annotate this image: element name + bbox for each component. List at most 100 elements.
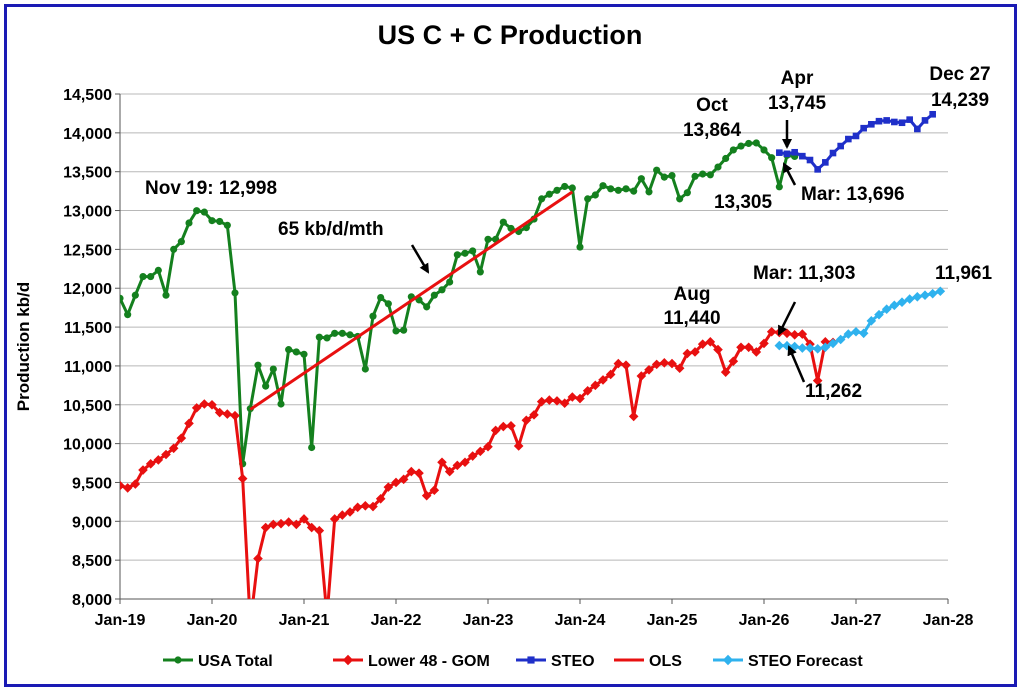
data-point [262,382,270,390]
data-point [285,346,293,354]
data-point [897,297,907,308]
legend-marker [527,656,535,664]
data-point [375,493,386,504]
data-point [706,171,714,179]
x-tick-label: Jan-23 [463,612,514,629]
data-point [682,348,693,359]
data-point [291,519,302,530]
data-point [145,459,156,469]
data-point [421,490,432,501]
data-point [874,309,884,320]
data-point [722,154,730,163]
series-line [249,190,574,411]
data-point [475,446,486,457]
data-point [476,268,484,276]
data-point [843,329,854,339]
data-point [914,125,921,133]
data-point [705,337,716,347]
data-point [538,195,546,203]
data-point [384,300,392,308]
data-point [429,485,440,496]
data-point [799,152,806,160]
data-point [315,333,323,341]
data-point [498,421,509,432]
data-point [860,124,867,132]
data-point [613,358,624,369]
data-point [545,190,553,198]
annotation-label: Nov 19: 12,998 [145,178,277,199]
y-tick-label: 11,000 [64,359,112,376]
data-point [437,457,447,468]
data-point [369,312,377,320]
annotation-label: 11,440 [663,308,720,329]
data-point [921,117,929,124]
data-point [484,235,492,243]
data-point [430,291,438,299]
legend-marker [722,654,734,666]
data-point [912,291,923,302]
data-point [131,291,139,299]
data-point [368,501,378,512]
annotation-label: Aug [674,284,711,305]
data-point [797,343,808,353]
data-point [208,217,216,225]
data-point [691,172,699,180]
data-point [253,553,263,564]
legend-item: USA Total [163,653,273,670]
data-point [729,146,737,154]
data-point [881,304,892,315]
y-tick-label: 11,500 [64,320,112,337]
data-point [766,326,777,337]
data-point [660,173,668,181]
data-point [230,410,240,421]
legend-label: USA Total [198,653,273,670]
annotation-label: Dec 27 [929,64,990,85]
data-point [352,502,363,513]
data-point [130,479,141,489]
data-point [483,441,493,452]
y-tick-label: 10,000 [63,437,112,454]
data-point [736,342,746,353]
data-point [636,371,647,381]
annotation-arrow [787,345,806,383]
data-point [193,207,201,215]
data-point [377,293,385,302]
data-point [752,139,760,147]
data-point [776,149,783,156]
data-point [782,340,792,351]
data-point [637,175,645,183]
x-tick-label: Jan-28 [923,612,974,629]
data-point [582,385,593,396]
data-point [214,407,225,418]
data-point [446,278,454,286]
annotation-label: 13,745 [768,93,827,114]
data-point [590,380,601,391]
data-point [499,218,507,226]
data-point [628,411,639,422]
data-point [751,347,762,357]
data-point [575,393,585,404]
data-point [170,245,178,253]
data-point [345,507,355,517]
annotation-arrow [410,244,430,274]
data-point [745,139,753,147]
legend-item: STEO [516,653,595,670]
data-point [768,154,776,162]
data-point [743,342,754,353]
y-tick-label: 14,500 [63,87,112,104]
data-point [338,329,346,337]
data-point [668,172,676,180]
data-point [231,289,239,297]
annotation-label: Mar: 11,303 [753,263,855,284]
data-point [299,514,309,524]
data-point [607,185,615,193]
y-tick-label: 9,500 [72,475,112,492]
data-point [268,519,279,530]
annotation-label: Apr [781,68,814,89]
data-point [690,347,700,357]
data-point [559,398,570,409]
data-point [812,375,823,386]
data-point [561,182,569,191]
y-axis-label: Production kb/d [14,282,33,411]
data-point [683,189,691,197]
